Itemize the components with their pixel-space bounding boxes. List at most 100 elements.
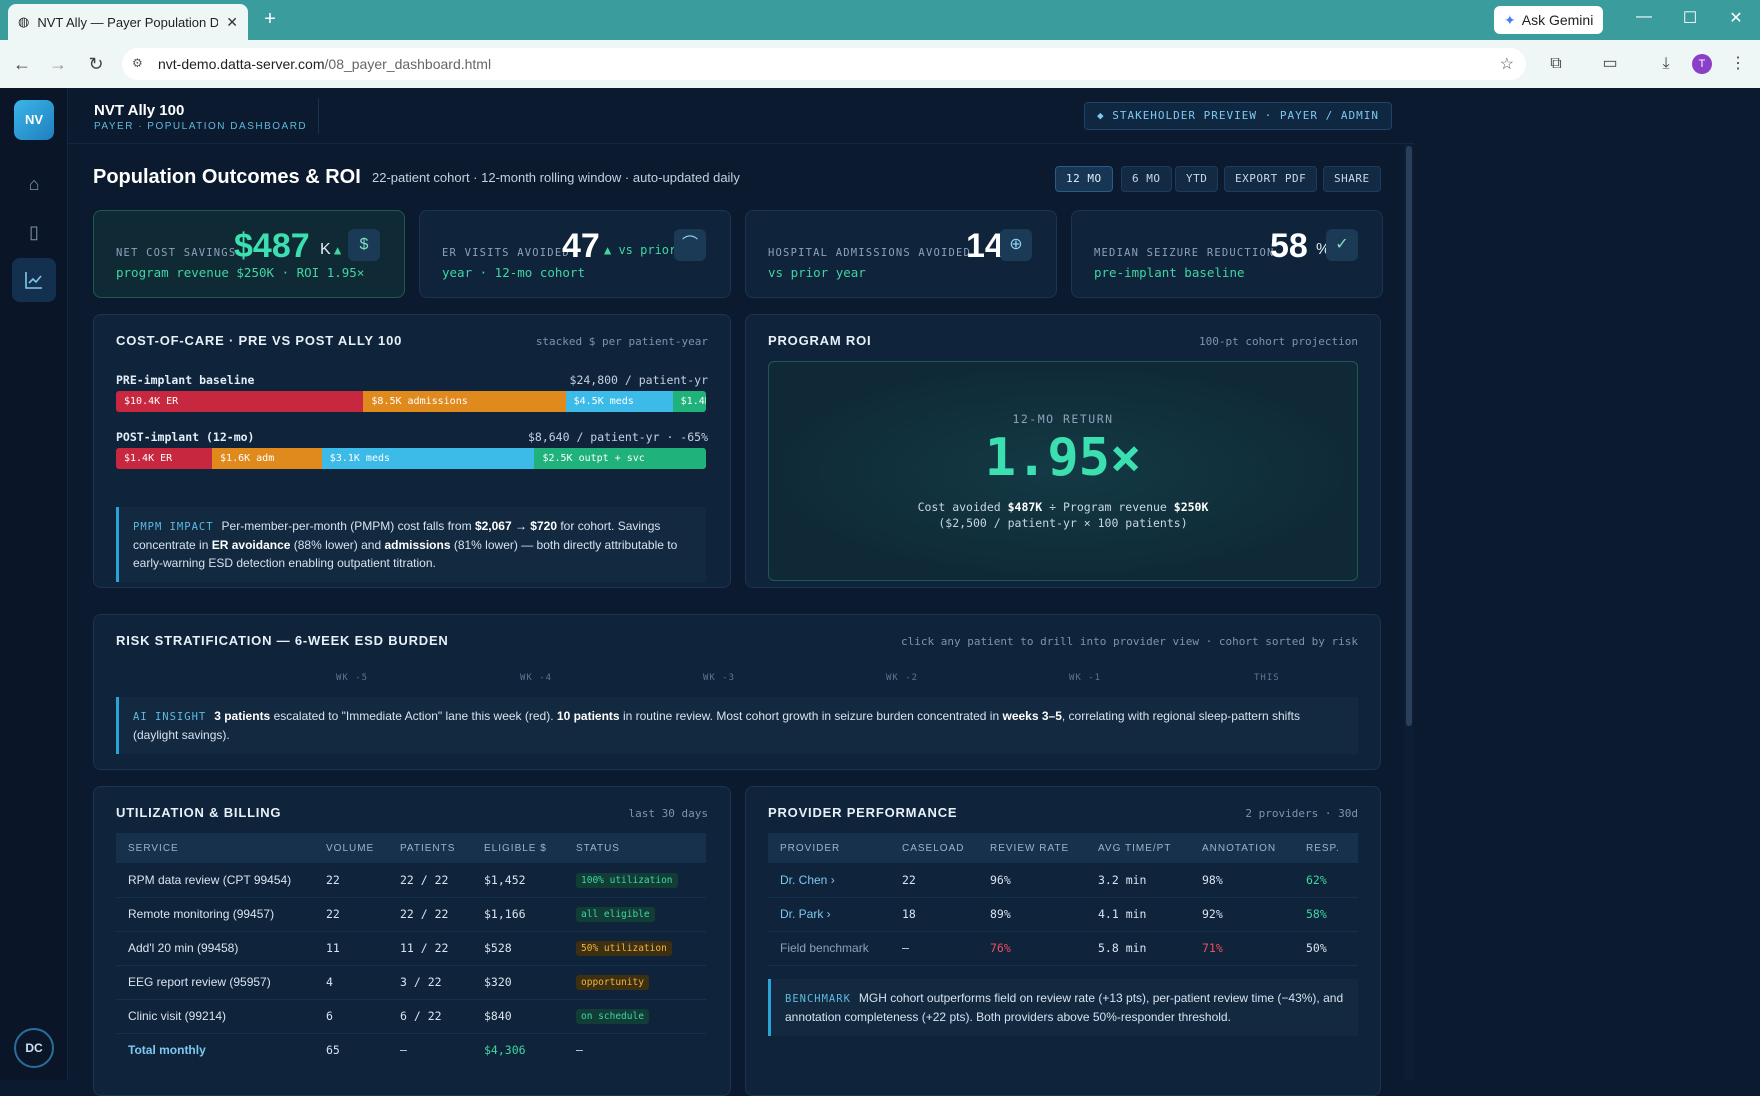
service-cell: Add'l 20 min (99458) <box>116 931 314 966</box>
maximize-icon[interactable]: ☐ <box>1682 10 1698 27</box>
table-row[interactable]: Clinic visit (99214) 6 6 / 22 $840 on schedu… <box>116 999 706 1034</box>
kpi-trend: ▲ vs prior <box>604 243 677 257</box>
caseload-cell: 18 <box>890 897 978 932</box>
week-label: WK -3 <box>703 673 736 683</box>
extensions-icon[interactable]: ⧉ <box>1550 55 1562 72</box>
service-cell: Remote monitoring (99457) <box>116 897 314 932</box>
column-header: CASELOAD <box>902 842 965 854</box>
review-rate-cell: 89% <box>978 897 1086 932</box>
column-header: PATIENTS <box>400 842 456 854</box>
responder-cell: 50% <box>1294 931 1358 966</box>
page-title: Population Outcomes & ROI <box>93 166 361 188</box>
user-avatar[interactable]: DC <box>14 1028 54 1068</box>
table-row[interactable]: Add'l 20 min (99458) 11 11 / 22 $528 50% uti… <box>116 931 706 966</box>
forward-icon[interactable]: → <box>49 54 67 74</box>
kpi-hospital-admissions-avoided: HOSPITAL ADMISSIONS AVOIDED 14 ▲ vs prio… <box>745 210 1057 298</box>
status-badge: opportunity <box>576 975 649 990</box>
device-icon[interactable]: ▯ <box>29 221 39 242</box>
app-logo[interactable]: NV <box>14 100 54 140</box>
column-header: SERVICE <box>128 842 179 854</box>
new-tab-button[interactable]: + <box>264 8 276 30</box>
patients-cell: 3 / 22 <box>388 965 472 1000</box>
volume-cell: 22 <box>314 863 388 898</box>
callout-tag: AI INSIGHT <box>133 711 207 723</box>
table-row[interactable]: RPM data review (CPT 99454) 22 22 / 22 $1,4… <box>116 863 706 898</box>
status-cell: 50% utilization <box>564 931 706 966</box>
bar-segment: $1.6K adm <box>212 448 322 469</box>
analytics-icon[interactable] <box>12 258 56 302</box>
table-row[interactable]: EEG report review (95957) 4 3 / 22 $320 oppo… <box>116 965 706 1000</box>
column-header: ELIGIBLE $ <box>484 842 547 854</box>
column-header: PROVIDER <box>780 842 841 854</box>
table-row[interactable]: Dr. Park › 18 89% 4.1 min 92% 58% <box>768 897 1358 932</box>
status-cell: all eligible <box>564 897 706 932</box>
section-title: COST-OF-CARE · PRE VS POST ALLY 100 <box>116 333 403 348</box>
column-header: AVG TIME/PT <box>1098 842 1172 854</box>
bar-segment: $2.5K outpt + svc <box>534 448 706 469</box>
period-6mo-button[interactable]: 6 MO <box>1121 166 1172 192</box>
eligible-cell: $1,166 <box>472 897 564 932</box>
profile-avatar[interactable]: T <box>1692 54 1712 74</box>
volume-cell: 22 <box>314 897 388 932</box>
site-info-icon[interactable]: ⚙ <box>132 56 143 70</box>
provider-name-cell[interactable]: Dr. Chen › <box>768 863 890 898</box>
eligible-cell: $840 <box>472 999 564 1034</box>
kpi-net-cost-savings: NET COST SAVINGS $487 K ▲ vs program rev… <box>93 210 405 298</box>
app-title: NVT Ally 100 <box>94 102 185 119</box>
provider-name-cell[interactable]: Dr. Park › <box>768 897 890 932</box>
column-header: RESP. <box>1306 842 1340 854</box>
table-row[interactable]: Dr. Chen › 22 96% 3.2 min 98% 62% <box>768 863 1358 898</box>
menu-kebab-icon[interactable]: ⋮ <box>1730 55 1746 72</box>
column-header: STATUS <box>576 842 620 854</box>
callout-bold: weeks 3–5 <box>1002 709 1062 723</box>
eligible-cell: $4,306 <box>484 1043 526 1058</box>
back-icon[interactable]: ← <box>13 54 31 74</box>
pre-implant-bar: $10.4K ER$8.5K admissions$4.5K meds$1.4K… <box>116 391 706 412</box>
home-icon[interactable]: ⌂ <box>28 173 40 194</box>
week-label: WK -1 <box>1069 673 1102 683</box>
minimize-icon[interactable]: — <box>1636 8 1652 25</box>
browser-tab[interactable]: ◍ NVT Ally — Payer Population D ✕ <box>8 4 248 40</box>
status-cell: 100% utilization <box>564 863 706 898</box>
close-window-icon[interactable]: ✕ <box>1729 10 1743 27</box>
close-tab-icon[interactable]: ✕ <box>226 13 238 30</box>
period-12mo-button[interactable]: 12 MO <box>1055 166 1113 192</box>
responder-cell: 62% <box>1294 863 1358 898</box>
roi-text: Cost avoided <box>917 500 1008 514</box>
share-button[interactable]: SHARE <box>1323 166 1381 192</box>
url-path: /08_payer_dashboard.html <box>324 56 492 72</box>
ambulance-icon: ⌒ <box>674 229 706 261</box>
table-row[interactable]: Remote monitoring (99457) 22 22 / 22 $1,166… <box>116 897 706 932</box>
trend-icon: ✓ <box>1326 229 1358 261</box>
table-header-row: SERVICE VOLUME PATIENTS ELIGIBLE $ STATU… <box>116 833 706 863</box>
period-ytd-button[interactable]: YTD <box>1175 166 1219 192</box>
volume-cell: 65 <box>326 1043 340 1058</box>
reload-icon[interactable]: ↻ <box>88 54 104 74</box>
caseload-cell: — <box>890 931 978 966</box>
section-title: RISK STRATIFICATION — 6-WEEK ESD BURDEN <box>116 633 449 648</box>
bookmark-star-icon[interactable]: ☆ <box>1499 56 1514 73</box>
ask-gemini-button[interactable]: ✦ Ask Gemini <box>1494 6 1604 34</box>
roi-description: Cost avoided $487K ÷ Program revenue $25… <box>769 500 1357 514</box>
column-header: ANNOTATION <box>1202 842 1277 854</box>
ask-gemini-label: Ask Gemini <box>1521 12 1594 28</box>
callout-text: Per-member-per-month (PMPM) cost falls f… <box>221 519 475 533</box>
eligible-cell: $1,452 <box>472 863 564 898</box>
provider-performance-card: PROVIDER PERFORMANCE 2 providers · 30d P… <box>745 786 1381 1096</box>
volume-cell: 11 <box>314 931 388 966</box>
status-cell: opportunity <box>564 965 706 1000</box>
url-bar[interactable]: ⚙ nvt-demo.datta-server.com/08_payer_das… <box>122 48 1526 80</box>
cost-of-care-card: COST-OF-CARE · PRE VS POST ALLY 100 stac… <box>93 314 731 588</box>
bar-segment: $1.4K outpt <box>672 391 706 412</box>
post-implant-bar: $1.4K ER $1.6K adm $3.1K meds $2.5K outpt +… <box>116 448 706 469</box>
export-pdf-button[interactable]: EXPORT PDF <box>1224 166 1318 192</box>
cast-icon[interactable]: ▭ <box>1602 55 1618 72</box>
callout-text: in routine review. Most cohort growth in… <box>619 709 1003 723</box>
total-row: Total monthly 65 — $4,306 — <box>116 1033 706 1067</box>
kpi-value: 58 <box>1270 227 1308 265</box>
roi-text: ÷ Program revenue <box>1042 500 1174 514</box>
billing-table: SERVICE VOLUME PATIENTS ELIGIBLE $ STATU… <box>116 833 706 1067</box>
download-icon[interactable]: ⤓ <box>1662 55 1670 72</box>
week-label: WK -4 <box>520 673 553 683</box>
scrollbar-thumb[interactable] <box>1406 146 1412 726</box>
